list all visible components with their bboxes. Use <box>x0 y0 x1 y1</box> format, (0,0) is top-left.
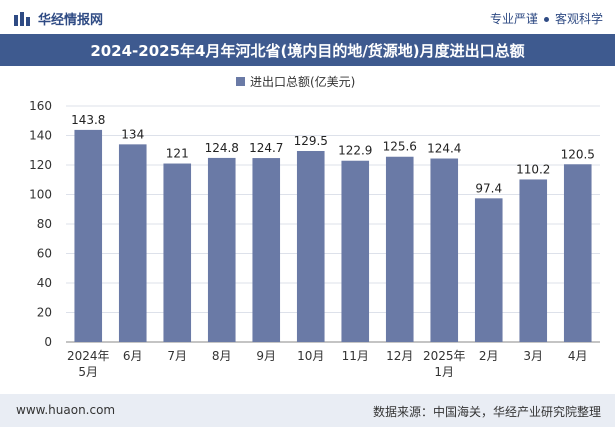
x-tick-label: 2月 <box>479 349 499 363</box>
brand: 华经情报网 <box>14 9 103 28</box>
x-tick-label-line1: 2024年 <box>67 349 110 363</box>
value-label: 134 <box>121 127 144 141</box>
separator-dot-icon <box>543 17 549 22</box>
chart-title: 2024-2025年4月年河北省(境内目的地/货源地)月度进出口总额 <box>90 42 525 60</box>
tagline-right: 客观科学 <box>554 12 603 26</box>
x-tick-label: 8月 <box>212 349 232 363</box>
value-label: 143.8 <box>71 113 105 127</box>
bar <box>474 198 503 342</box>
brand-logo-icon <box>14 12 30 26</box>
y-tick-label: 80 <box>37 217 52 231</box>
value-label: 120.5 <box>561 147 595 161</box>
y-tick-label: 160 <box>29 99 52 113</box>
value-label: 110.2 <box>516 162 550 176</box>
value-label: 121 <box>166 147 189 161</box>
value-label: 124.4 <box>427 142 461 156</box>
grid <box>66 105 600 343</box>
x-tick-label-line2: 1月 <box>434 365 454 379</box>
x-tick-label: 3月 <box>523 349 543 363</box>
value-label: 97.4 <box>475 181 502 195</box>
value-label: 125.6 <box>383 140 417 154</box>
footer: www.huaon.com 数据来源：中国海关，华经产业研究院整理 <box>0 394 615 427</box>
x-axis: 2024年 5月 6月 7月 8月 9月 10月 11月 12月 2025年 1月 2月 3月 4月 <box>67 349 588 379</box>
bar <box>430 158 459 342</box>
x-tick-label: 12月 <box>386 349 413 363</box>
x-tick-label-line1: 2025年 <box>423 349 466 363</box>
brand-name: 华经情报网 <box>38 13 104 28</box>
y-tick-label: 120 <box>29 158 52 172</box>
value-label: 124.7 <box>249 141 283 155</box>
bar <box>563 164 592 342</box>
top-bar: 华经情报网 专业严谨 客观科学 <box>0 0 615 34</box>
bars <box>74 129 592 342</box>
bar <box>207 157 236 342</box>
value-labels: 143.8 134 121 124.8 124.7 129.5 122.9 125.6 124.… <box>71 113 595 195</box>
footer-source: 数据来源：中国海关，华经产业研究院整理 <box>372 405 601 419</box>
footer-url[interactable]: www.huaon.com <box>16 403 116 417</box>
x-tick-label: 10月 <box>297 349 324 363</box>
bar <box>519 179 548 342</box>
y-tick-label: 0 <box>44 335 52 349</box>
x-tick-label: 7月 <box>167 349 187 363</box>
title-bar: 2024-2025年4月年河北省(境内目的地/货源地)月度进出口总额 <box>0 34 615 66</box>
legend: 进出口总额(亿美元) <box>236 74 355 89</box>
y-tick-label: 20 <box>37 306 52 320</box>
bar <box>296 150 325 342</box>
bar-chart: 进出口总额(亿美元) 0 20 40 60 80 100 120 140 160 143.8 13… <box>29 74 600 379</box>
value-label: 122.9 <box>338 144 372 158</box>
x-tick-label: 11月 <box>342 349 369 363</box>
legend-swatch <box>236 77 245 86</box>
value-label: 129.5 <box>294 134 328 148</box>
bar <box>341 160 370 342</box>
y-tick-label: 40 <box>37 276 52 290</box>
tagline: 专业严谨 客观科学 <box>490 10 603 27</box>
legend-label: 进出口总额(亿美元) <box>250 74 355 89</box>
x-tick-label: 6月 <box>123 349 143 363</box>
y-tick-label: 100 <box>29 188 52 202</box>
y-tick-label: 60 <box>37 247 52 261</box>
y-axis: 0 20 40 60 80 100 120 140 160 <box>29 99 52 349</box>
y-tick-label: 140 <box>29 129 52 143</box>
tagline-left: 专业严谨 <box>489 12 538 26</box>
bar <box>252 158 281 342</box>
bar <box>385 156 414 342</box>
bar <box>74 129 103 342</box>
x-tick-label-line2: 5月 <box>78 365 98 379</box>
bar <box>118 144 147 342</box>
bar <box>163 163 192 342</box>
x-tick-label: 9月 <box>256 349 276 363</box>
value-label: 124.8 <box>205 141 239 155</box>
x-tick-label: 4月 <box>568 349 588 363</box>
